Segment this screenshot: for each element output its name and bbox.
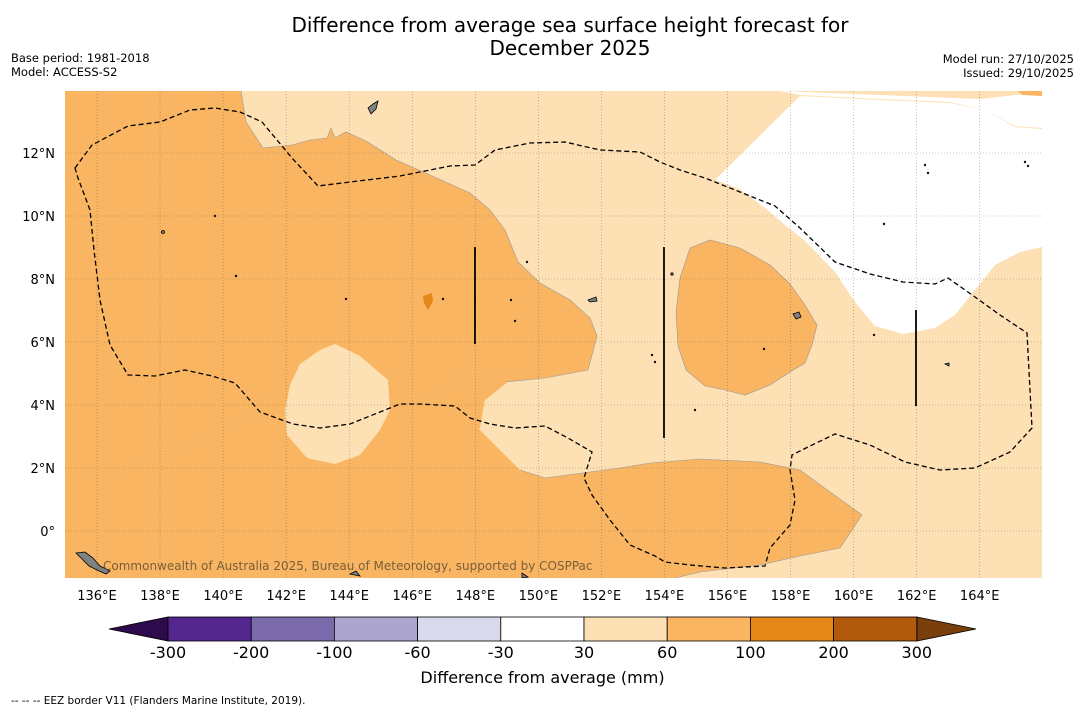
longitude-tick-label: 140°E xyxy=(203,589,243,604)
anomaly-100-200-patch xyxy=(423,293,433,310)
latitude-tick-label: 0° xyxy=(40,525,55,540)
colorbar-tick-label: 30 xyxy=(574,643,594,662)
neutral-region-northeast xyxy=(715,91,1042,334)
islands xyxy=(75,100,1030,578)
run-info: Model run: 27/10/2025 Issued: 29/10/2025 xyxy=(943,52,1074,80)
longitude-tick-label: 146°E xyxy=(392,589,432,604)
contour-lines xyxy=(240,91,863,578)
island-guam xyxy=(367,100,379,115)
latitude-labels: 12°N 10°N 8°N 6°N 4°N 2°N 0° xyxy=(22,147,55,540)
longitude-tick-label: 156°E xyxy=(708,589,748,604)
island-png-northwest xyxy=(75,551,111,575)
anomaly-60-100-south xyxy=(65,360,862,578)
longitude-tick-label: 144°E xyxy=(329,589,369,604)
eez-footnote: -- -- -- EEZ border V11 (Flanders Marine… xyxy=(11,695,306,707)
colorbar: -300 -200 -100 -60 -30 30 60 100 200 300 xyxy=(108,616,977,662)
longitude-labels: 136°E 138°E 140°E 142°E 144°E 146°E 148°E 150°E… xyxy=(77,589,999,604)
island-new-ireland xyxy=(521,572,530,578)
colorbar-tick-label: 60 xyxy=(657,643,677,662)
eez-borders xyxy=(74,107,1033,569)
anomaly-60-100-ne-corner xyxy=(1018,91,1042,96)
colorbar-segment xyxy=(833,616,918,642)
colorbar-segment xyxy=(333,616,418,642)
colorbar-tick-label: -30 xyxy=(488,643,514,662)
attribution-watermark: Commonwealth of Australia 2025, Bureau o… xyxy=(103,559,593,573)
longitude-tick-label: 154°E xyxy=(645,589,685,604)
longitude-tick-label: 136°E xyxy=(77,589,117,604)
anomaly-60-100-central-basin xyxy=(285,344,390,464)
longitude-tick-label: 138°E xyxy=(140,589,180,604)
latitude-tick-label: 6°N xyxy=(31,336,56,351)
issued-date: Issued: 29/10/2025 xyxy=(963,66,1074,80)
longitude-tick-label: 152°E xyxy=(582,589,622,604)
map-fill: Commonwealth of Australia 2025, Bureau o… xyxy=(65,91,1042,578)
title-line-2: December 2025 xyxy=(489,36,651,60)
longitude-tick-label: 160°E xyxy=(834,589,874,604)
longitude-tick-label: 142°E xyxy=(266,589,306,604)
colorbar-segment xyxy=(500,616,585,642)
colorbar-tick-label: -100 xyxy=(316,643,352,662)
chart-title: Difference from average sea surface heig… xyxy=(240,14,900,60)
latitude-tick-label: 8°N xyxy=(31,273,56,288)
island-manus xyxy=(348,570,361,577)
colorbar-segment xyxy=(167,616,252,642)
gridlines xyxy=(65,91,1042,578)
longitude-tick-label: 158°E xyxy=(771,589,811,604)
model-info: Base period: 1981-2018 Model: ACCESS-S2 xyxy=(11,51,150,79)
colorbar-title: Difference from average (mm) xyxy=(420,668,665,687)
latitude-tick-label: 2°N xyxy=(31,462,56,477)
longitude-tick-label: 150°E xyxy=(519,589,559,604)
island-yap xyxy=(161,230,165,234)
colorbar-segment xyxy=(250,616,335,642)
island-chuuk xyxy=(587,296,598,303)
colorbar-tick-label: -300 xyxy=(150,643,186,662)
colorbar-segment xyxy=(666,616,751,642)
model-run-date: Model run: 27/10/2025 xyxy=(942,52,1074,66)
colorbar-tick-label: 100 xyxy=(735,643,766,662)
colorbar-tick-label: -200 xyxy=(233,643,269,662)
base-period: Base period: 1981-2018 xyxy=(11,51,150,65)
anomaly-60-100-west xyxy=(65,91,597,478)
island-kosrae xyxy=(943,362,950,367)
colorbar-over-arrow xyxy=(916,616,977,642)
latitude-tick-label: 4°N xyxy=(31,399,56,414)
title-line-1: Difference from average sea surface heig… xyxy=(291,13,849,37)
colorbar-segment xyxy=(583,616,668,642)
latitude-tick-label: 10°N xyxy=(22,210,55,225)
colorbar-tick-label: 300 xyxy=(902,643,933,662)
anomaly-60-100-central-east xyxy=(676,240,817,395)
colorbar-tick-label: -60 xyxy=(405,643,431,662)
colorbar-tick-label: 200 xyxy=(818,643,849,662)
longitude-tick-label: 162°E xyxy=(897,589,937,604)
colorbar-segment xyxy=(417,616,502,642)
latitude-tick-label: 12°N xyxy=(22,147,55,162)
longitude-tick-label: 164°E xyxy=(960,589,1000,604)
model-name: Model: ACCESS-S2 xyxy=(11,65,118,79)
longitude-tick-label: 148°E xyxy=(456,589,496,604)
colorbar-segment xyxy=(750,616,835,642)
island-pohnpei xyxy=(792,311,802,320)
colorbar-under-arrow xyxy=(108,616,169,642)
